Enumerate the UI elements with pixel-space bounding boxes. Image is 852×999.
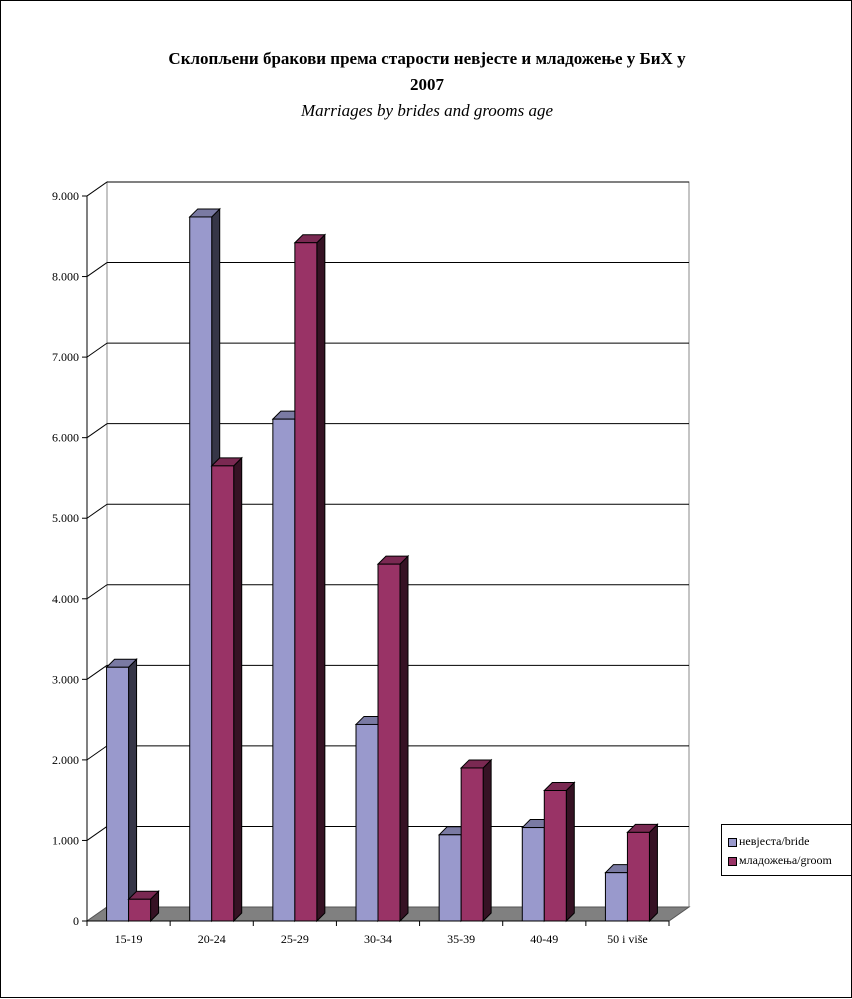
legend-item-bride: невјеста/bride xyxy=(728,833,809,849)
y-tick-label: 0 xyxy=(73,914,79,928)
bar-front xyxy=(128,898,152,922)
chart-title-line-1: Склопљени бракови према старости невјест… xyxy=(168,49,686,68)
gridline-diagonal xyxy=(86,745,108,761)
gridline-diagonal xyxy=(86,664,108,680)
legend-swatch-bride xyxy=(728,837,737,847)
legend-label-bride: невјеста/bride xyxy=(739,834,810,848)
x-tick-label: 50 i više xyxy=(607,932,648,946)
chart-subtitle: Marriages by brides and grooms age xyxy=(301,101,553,120)
gridline-diagonal xyxy=(86,503,108,519)
x-tick-label: 30-34 xyxy=(364,932,392,946)
bar-front xyxy=(543,790,567,922)
bar-side xyxy=(399,554,409,923)
x-tick-label: 35-39 xyxy=(447,932,475,946)
bar-groom xyxy=(210,456,243,923)
side-wall xyxy=(86,181,108,922)
chart-title-line-2: 2007 xyxy=(410,75,444,94)
gridline-diagonal xyxy=(86,826,108,841)
bar-side xyxy=(316,233,326,923)
y-tick-label: 8.000 xyxy=(52,270,79,284)
y-tick-label: 4.000 xyxy=(52,592,79,606)
bar-groom xyxy=(127,890,160,923)
bar-groom xyxy=(293,233,327,923)
bar-side xyxy=(233,456,243,923)
bar-front xyxy=(189,216,213,922)
bar-groom xyxy=(459,758,493,923)
legend-item-groom: младожења/groom xyxy=(728,852,832,868)
bar-front xyxy=(438,834,462,922)
bar-front xyxy=(626,831,650,922)
bar-front xyxy=(294,242,318,922)
axes xyxy=(82,195,670,926)
gridline-diagonal xyxy=(86,584,108,600)
x-tick-label: 15-19 xyxy=(115,932,143,946)
bar-front xyxy=(211,465,235,922)
x-tick-label: 25-29 xyxy=(281,932,309,946)
y-tick-label: 5.000 xyxy=(52,511,79,525)
bar-side xyxy=(648,823,658,923)
x-tick-labels: 15-19 20-24 25-29 30-34 35-39 40-49 50 i više xyxy=(115,932,648,946)
bars xyxy=(105,207,659,923)
chart-title: Склопљени бракови према старости невјест… xyxy=(1,46,852,98)
legend-swatch-groom xyxy=(728,856,737,866)
legend-label-groom: младожења/groom xyxy=(739,853,832,867)
bar-front xyxy=(460,767,484,922)
bar-side xyxy=(565,781,575,923)
y-tick-label: 3.000 xyxy=(52,672,79,686)
bar-groom xyxy=(626,823,659,923)
bar-front xyxy=(377,563,401,922)
x-tick-label: 20-24 xyxy=(198,932,226,946)
bar-front xyxy=(604,872,628,922)
bar-front xyxy=(355,723,379,922)
y-tick-labels: 0 1.000 2.000 3.000 4.000 5.000 6.000 7.000 8.00… xyxy=(52,189,79,928)
bar-front xyxy=(106,666,130,922)
gridline-diagonal xyxy=(86,342,108,358)
y-tick-label: 1.000 xyxy=(52,833,79,847)
y-tick-label: 6.000 xyxy=(52,431,79,445)
bar-bride xyxy=(105,658,138,923)
gridline-diagonal xyxy=(86,181,108,197)
gridline-diagonal xyxy=(86,262,108,277)
legend: невјеста/bride младожења/groom xyxy=(721,824,852,876)
y-tick-label: 9.000 xyxy=(52,189,79,203)
y-tick-label: 7.000 xyxy=(52,350,79,364)
x-tick-label: 40-49 xyxy=(530,932,558,946)
y-tick-label: 2.000 xyxy=(52,753,79,767)
bar-side xyxy=(128,658,138,923)
bar-front xyxy=(272,418,296,922)
bar-side xyxy=(482,758,492,923)
bar-front xyxy=(521,827,545,922)
bar-groom xyxy=(376,554,410,923)
gridline-diagonal xyxy=(86,423,108,439)
bar-groom xyxy=(543,781,576,923)
